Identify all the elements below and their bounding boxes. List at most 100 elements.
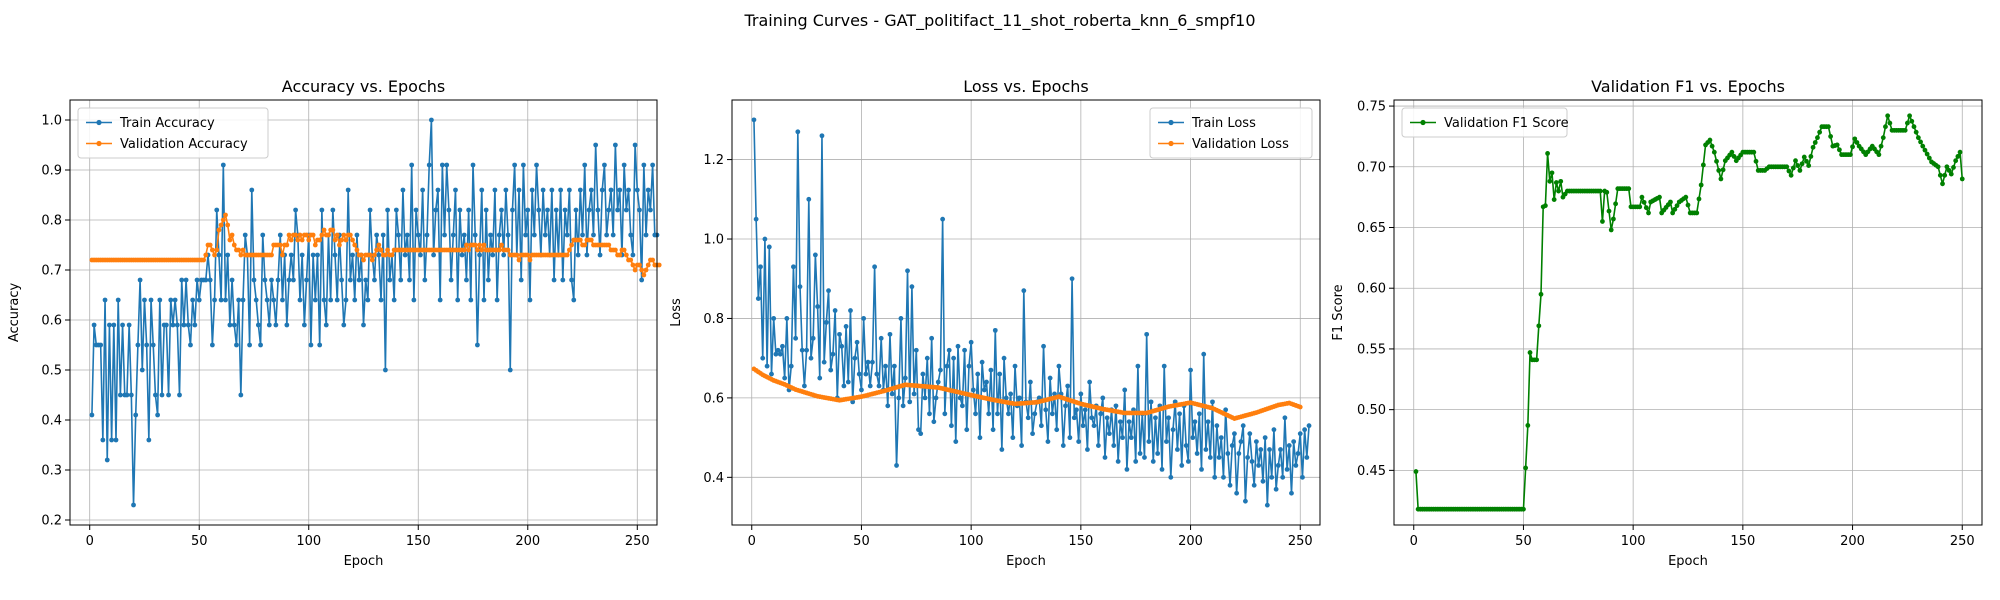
f1-series-0-point xyxy=(1558,178,1564,184)
accuracy-series-1-point xyxy=(464,242,469,248)
accuracy-series-0-point xyxy=(188,342,193,348)
loss-series-0-point xyxy=(766,244,772,250)
accuracy-series-0-point xyxy=(518,277,524,283)
loss-series-0-point xyxy=(777,351,783,357)
loss-series-0-point xyxy=(1001,355,1007,361)
accuracy-series-0-point xyxy=(240,297,246,303)
f1-series-0-point xyxy=(1786,168,1792,174)
accuracy-series-0-point xyxy=(354,232,360,238)
accuracy-series-0-point xyxy=(429,117,434,123)
loss-series-0-point xyxy=(872,264,878,270)
accuracy-series-1-point xyxy=(527,257,533,263)
f1-series-0-point xyxy=(1905,120,1910,126)
accuracy-series-0-point xyxy=(591,232,596,238)
accuracy-series-0-point xyxy=(297,297,303,303)
accuracy-series-0-point xyxy=(146,437,152,443)
accuracy-legend-label-0: Train Accuracy xyxy=(119,116,215,131)
accuracy-series-1-point xyxy=(332,237,338,243)
accuracy-series-0-point xyxy=(420,187,426,193)
accuracy-y-axis-label: Accuracy xyxy=(7,283,22,343)
f1-series-0-point xyxy=(1876,152,1882,158)
accuracy-axes-frame xyxy=(69,99,658,526)
accuracy-series-1-point xyxy=(299,237,305,243)
f1-y-tick-label: 0.75 xyxy=(1357,100,1386,115)
accuracy-series-0-point xyxy=(615,207,620,213)
accuracy-series-0-point xyxy=(190,297,196,303)
accuracy-series-0-point xyxy=(630,252,636,258)
accuracy-x-tick-label: 50 xyxy=(191,534,208,549)
loss-series-0-point xyxy=(1047,375,1053,381)
accuracy-series-0-point xyxy=(334,297,340,303)
loss-y-tick-label: 1.2 xyxy=(703,153,724,168)
loss-series-0-point xyxy=(887,331,893,337)
accuracy-series-0-point xyxy=(163,322,169,328)
accuracy-series-0-point xyxy=(437,297,443,303)
accuracy-series-0-point xyxy=(385,207,390,213)
accuracy-series-0-point xyxy=(148,297,154,303)
f1-series-0-point xyxy=(1854,140,1860,145)
accuracy-series-0-point xyxy=(109,437,115,443)
loss-series-0-point xyxy=(913,347,919,353)
f1-series-0-point xyxy=(1920,143,1926,149)
loss-series-0-point xyxy=(845,379,851,385)
accuracy-series-0-point xyxy=(308,342,314,348)
f1-series-0-point xyxy=(1951,164,1956,170)
loss-series-0-point xyxy=(751,117,757,123)
loss-series-0-point xyxy=(1199,466,1204,472)
loss-series-0-point xyxy=(810,335,816,341)
loss-series-0-point xyxy=(1049,411,1055,417)
loss-series-0-point xyxy=(995,411,1000,417)
accuracy-legend-marker-1 xyxy=(96,140,102,147)
accuracy-series-0-point xyxy=(621,162,627,168)
loss-series-0-point xyxy=(981,387,987,393)
accuracy-series-0-point xyxy=(209,342,215,348)
loss-series-0-point xyxy=(1150,459,1156,464)
accuracy-series-0-point xyxy=(409,162,415,168)
accuracy-series-0-point xyxy=(168,297,174,303)
loss-series-0-point xyxy=(1089,415,1095,421)
loss-series-0-point xyxy=(1297,431,1303,437)
accuracy-series-0-point xyxy=(229,277,235,283)
accuracy-series-1-point xyxy=(632,267,638,273)
accuracy-x-tick-label: 0 xyxy=(86,534,94,549)
accuracy-series-0-point xyxy=(492,187,498,193)
f1-series-0-point xyxy=(1670,210,1676,216)
f1-series-0-point xyxy=(1657,194,1662,200)
f1-series-0-point xyxy=(1672,206,1678,212)
accuracy-series-1-point xyxy=(288,237,294,243)
accuracy-series-1-point xyxy=(461,247,467,253)
accuracy-series-0-point xyxy=(573,207,579,213)
accuracy-series-1-point xyxy=(280,252,285,258)
loss-series-0-point xyxy=(1289,490,1294,496)
f1-series-0-point xyxy=(1613,201,1618,207)
f1-series-0-point xyxy=(1847,152,1853,158)
loss-series-0-point xyxy=(1148,399,1154,405)
loss-series-0-point xyxy=(1304,455,1310,460)
f1-series-0-point xyxy=(1790,165,1796,171)
accuracy-series-0-point xyxy=(174,322,180,328)
loss-series-0-point xyxy=(900,403,906,409)
f1-x-axis-label: Epoch xyxy=(1668,554,1708,569)
loss-series-0-point xyxy=(1196,411,1202,417)
accuracy-series-0-point xyxy=(634,187,640,193)
accuracy-series-0-point xyxy=(159,392,165,398)
loss-series-0-point xyxy=(1166,415,1172,421)
accuracy-series-0-point xyxy=(584,252,590,258)
loss-series-0-point xyxy=(1019,443,1025,448)
loss-series-0-point xyxy=(1262,435,1268,441)
accuracy-series-0-point xyxy=(183,277,189,283)
loss-series-0-point xyxy=(1203,447,1209,452)
loss-series-0-point xyxy=(1190,435,1196,441)
loss-series-0-point xyxy=(1115,459,1121,464)
loss-x-tick-label: 50 xyxy=(853,534,870,549)
accuracy-series-0-point xyxy=(536,207,542,213)
accuracy-series-0-point xyxy=(238,392,244,398)
loss-series-0-point xyxy=(1201,351,1207,357)
accuracy-y-tick-label: 0.5 xyxy=(41,364,62,379)
f1-series-0-point xyxy=(1883,124,1888,130)
accuracy-series-0-point xyxy=(234,342,239,348)
loss-series-0-point xyxy=(784,316,790,321)
loss-series-0-point xyxy=(1278,447,1283,452)
f1-series-0-point xyxy=(1924,151,1930,157)
loss-series-0-point xyxy=(870,359,875,365)
